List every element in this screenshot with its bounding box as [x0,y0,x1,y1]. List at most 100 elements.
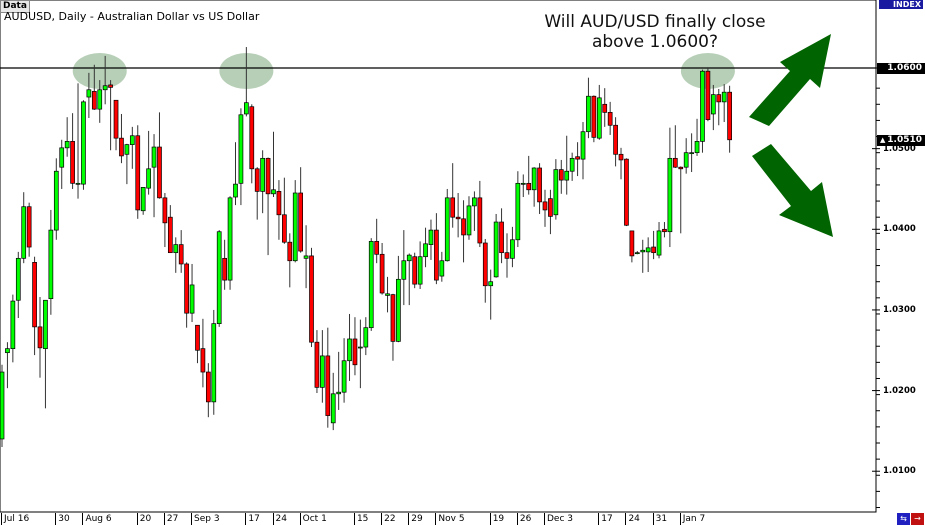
candle [222,239,227,290]
candle [205,363,211,418]
bullish-candle-body [75,182,81,185]
x-tick-label: Dec 3 [544,513,573,525]
candle [10,294,16,363]
bullish-candle-body [347,338,352,362]
candle [472,191,477,231]
bearish-candle-body [298,192,303,252]
candle [244,47,249,117]
bullish-candle-body [596,97,602,139]
candle [0,364,5,448]
bullish-candle-body [586,95,591,133]
bearish-candle-body [135,135,141,211]
bearish-candle-body [705,70,711,120]
bearish-candle-body [32,262,37,328]
x-tick-label: 20 [136,513,151,525]
scroll-left-icon[interactable]: ⇆ [897,513,910,525]
bullish-candle-body [233,183,238,198]
y-tick-label: 1.0200 [883,385,916,396]
candle [390,293,396,361]
bullish-candle-body [428,229,434,245]
bearish-candle-body [265,157,271,195]
candle [553,159,559,220]
bearish-candle-body [287,241,293,262]
bearish-candle-body [434,229,439,281]
candle [510,226,515,268]
candle [358,319,363,389]
x-tick-label: 30 [55,513,70,525]
bullish-candle-body [520,182,526,185]
candle [157,112,162,199]
candle [113,99,119,151]
candle [309,247,314,348]
candle [347,313,352,381]
bearish-candle-body [537,167,542,203]
candle [634,251,640,255]
candle [53,158,59,240]
bullish-candle-body [15,257,21,301]
candle [607,101,613,135]
candle [173,237,179,273]
bearish-candle-body [678,166,684,170]
bullish-candle-body [721,91,727,103]
bullish-candle-body [553,169,559,216]
candle [450,163,456,228]
candle [466,196,472,240]
bearish-candle-body [119,137,124,157]
candle [119,113,124,164]
candle [694,118,700,156]
candle [640,239,646,273]
bearish-candle-body [602,103,608,113]
bearish-candle-body [450,197,456,218]
candle [15,251,21,318]
bullish-candle-body [102,85,108,91]
bearish-candle-body [482,242,488,287]
y-tick-label: 1.0500 [883,143,916,154]
x-tick-label: 24 [272,513,287,525]
candle [602,88,608,127]
candle [108,80,113,151]
chart-title: AUDUSD, Daily - Australian Dollar vs US … [4,10,260,23]
candle [5,342,10,389]
bullish-candle-body [683,152,689,168]
bullish-candle-body [564,170,570,181]
candle [254,167,260,220]
bullish-candle-body [694,141,700,154]
down-arrow-icon [752,144,833,237]
bullish-candle-body [140,187,146,212]
candle [569,152,575,181]
candle [265,157,271,256]
bearish-candle-body [542,201,548,211]
bullish-candle-body [129,135,135,145]
x-tick-label: Oct 1 [299,513,327,525]
bearish-candle-body [624,158,629,226]
bearish-candle-body [178,244,184,265]
bullish-candle-body [531,167,537,191]
bullish-candle-body [97,89,103,110]
x-tick-label: Jan 7 [679,513,705,525]
candle [439,251,445,282]
bullish-candle-body [700,70,705,142]
x-tick-label: 17 [245,513,260,525]
candle [705,67,711,122]
candle [271,131,276,198]
bearish-candle-body [629,230,635,257]
candle [81,100,86,190]
data-tab[interactable]: Data [0,0,30,13]
bullish-candle-body [401,260,407,280]
bearish-candle-body [618,153,624,161]
bullish-candle-body [59,147,65,168]
candle [292,180,298,263]
x-tick-label: 22 [381,513,396,525]
candle [184,262,189,328]
candle [43,299,48,409]
level-price-label: 1.0600 [877,63,925,74]
candle [575,142,580,177]
candle [629,230,635,263]
candle [482,238,488,303]
candle [320,330,325,403]
bullish-candle-body [320,355,325,388]
scroll-right-icon[interactable]: → [911,513,924,525]
x-tick-label: 15 [353,513,368,525]
bearish-candle-body [558,169,564,181]
bearish-candle-body [184,263,189,314]
